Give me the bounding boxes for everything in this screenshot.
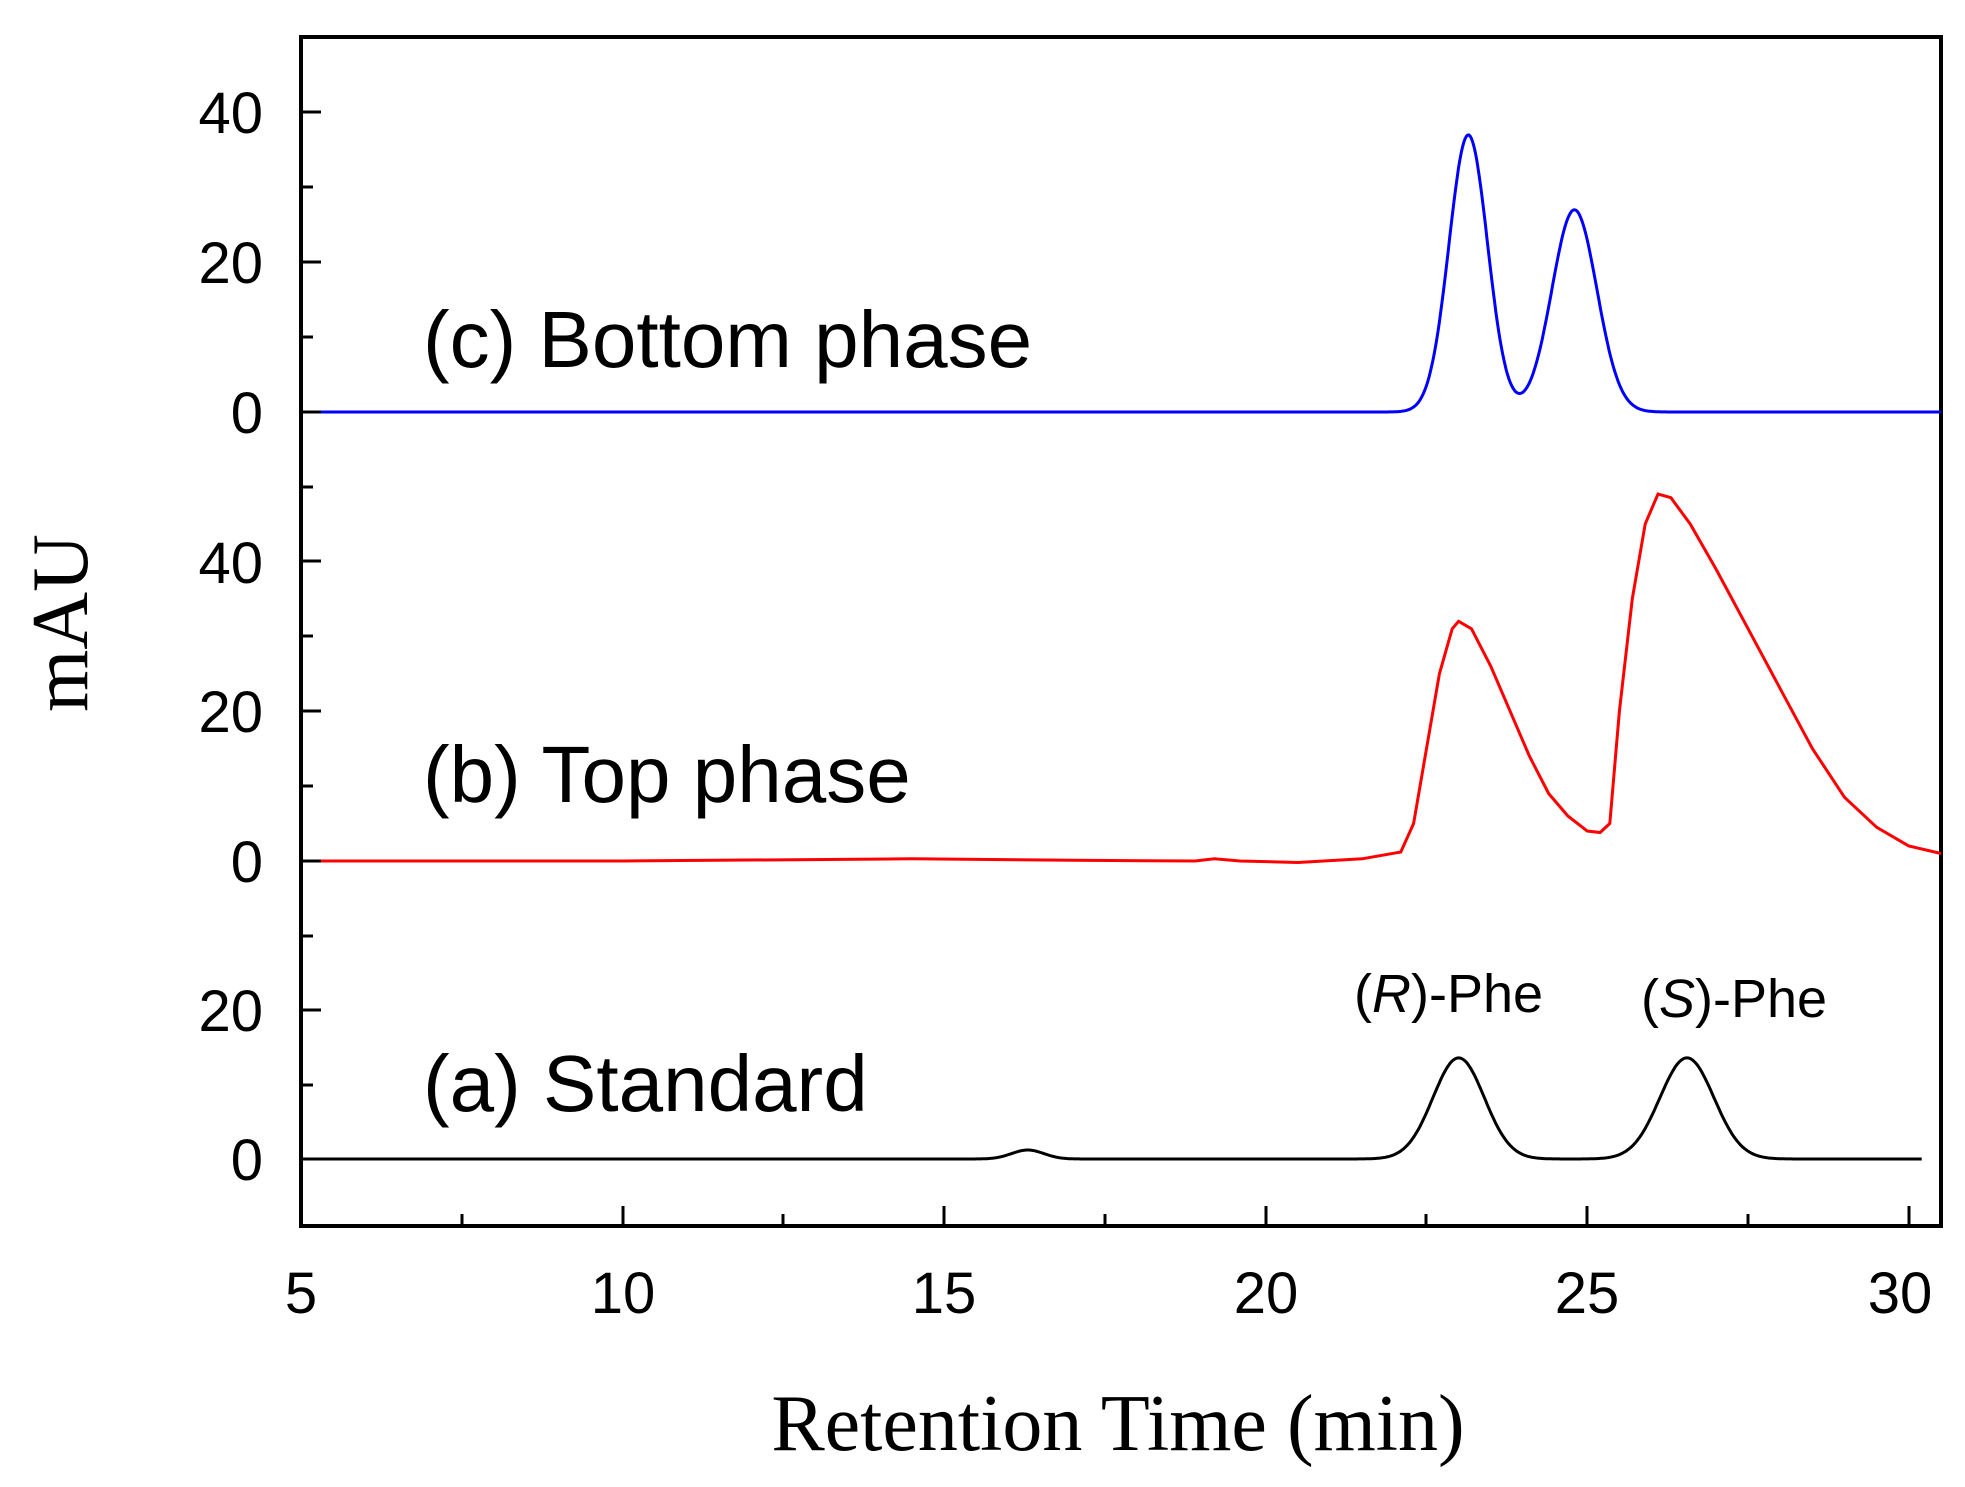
y-tick-label: 40 (198, 81, 263, 146)
x-axis-title: Retention Time (min) (771, 1380, 1464, 1468)
y-axis-title: mAU (17, 534, 105, 712)
x-tick-label: 5 (285, 1261, 317, 1326)
series-bottom-phase-line (301, 133, 1941, 414)
series-label-top-phase: (b) Top phase (423, 730, 911, 819)
x-tick-label: 10 (591, 1261, 656, 1326)
y-tick-label: 0 (231, 381, 263, 446)
series-label-bottom-phase: (c) Bottom phase (423, 295, 1032, 384)
peak-label-s-phe: (S)-Phe (1641, 969, 1827, 1029)
x-tick-label: 25 (1555, 1261, 1620, 1326)
y-tick-label: 20 (198, 231, 263, 296)
y-tick-label: 0 (231, 1128, 263, 1193)
y-tick-label: 20 (198, 680, 263, 745)
series-label-standard: (a) Standard (423, 1039, 868, 1128)
x-tick-label: 20 (1234, 1261, 1299, 1326)
x-tick-label: 30 (1868, 1261, 1933, 1326)
series-standard-line (301, 1056, 1922, 1161)
y-axis-ticks (301, 110, 321, 1161)
plot-frame (299, 35, 1943, 1228)
peak-label-r-phe: (R)-Phe (1354, 964, 1543, 1024)
x-tick-label: 15 (912, 1261, 977, 1326)
series-top-phase-line (301, 492, 1942, 865)
x-axis-ticks (299, 1206, 1911, 1226)
y-tick-label: 40 (198, 531, 263, 596)
y-tick-label: 0 (231, 830, 263, 895)
y-tick-label: 20 (198, 979, 263, 1044)
